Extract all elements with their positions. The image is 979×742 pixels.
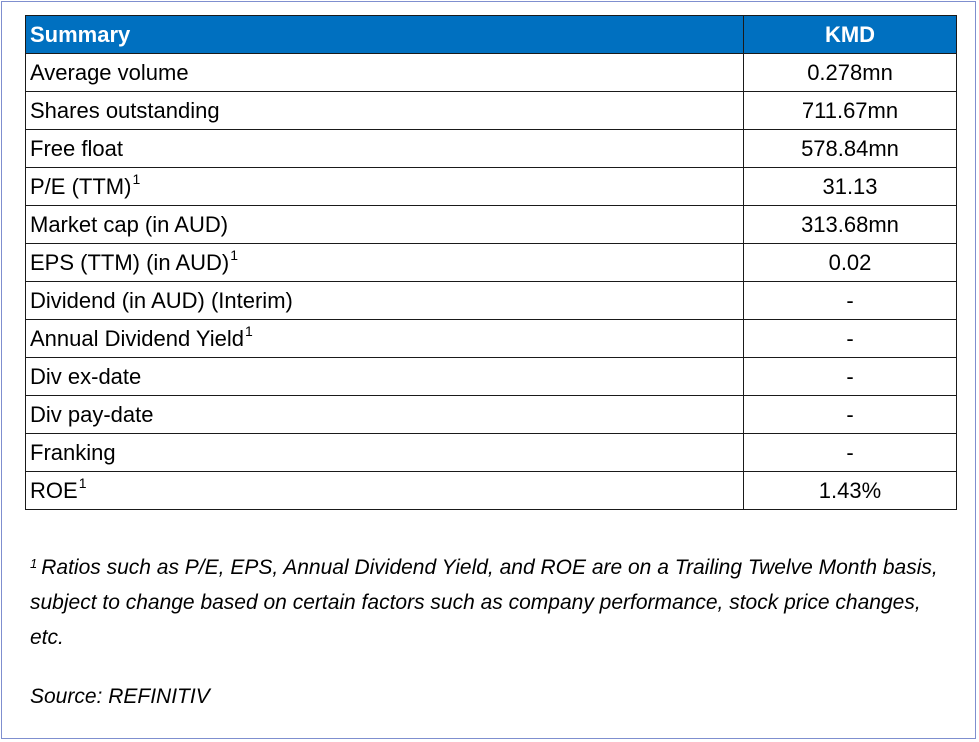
- footnote-text: Ratios such as P/E, EPS, Annual Dividend…: [30, 556, 938, 649]
- row-label-text: P/E (TTM): [30, 173, 132, 199]
- row-value: 31.13: [743, 167, 957, 206]
- row-value: 0.278mn: [743, 53, 957, 92]
- row-value: 1.43%: [743, 471, 957, 510]
- row-value: 313.68mn: [743, 205, 957, 244]
- row-label: ROE1: [25, 471, 744, 510]
- table-row: Dividend (in AUD) (Interim) -: [25, 281, 957, 320]
- row-label: Div ex-date: [25, 357, 744, 396]
- footnote-ref: 1: [78, 474, 87, 491]
- row-value: -: [743, 357, 957, 396]
- row-label-text: Market cap (in AUD): [30, 211, 229, 237]
- table-row: Div ex-date -: [25, 357, 957, 396]
- row-label-text: ROE: [30, 477, 78, 503]
- row-label-text: Franking: [30, 439, 116, 465]
- row-value: -: [743, 319, 957, 358]
- footnote-ref: 1: [132, 170, 141, 187]
- header-ticker: KMD: [743, 15, 957, 54]
- footnote-ref: 1: [230, 246, 239, 263]
- row-label-text: Annual Dividend Yield: [30, 325, 245, 351]
- row-label-text: EPS (TTM) (in AUD): [30, 249, 230, 275]
- row-label-text: Shares outstanding: [30, 97, 220, 123]
- source-note: Source: REFINITIV: [30, 685, 210, 708]
- table-row: ROE1 1.43%: [25, 471, 957, 510]
- table-row: Average volume 0.278mn: [25, 53, 957, 92]
- table-row: P/E (TTM)1 31.13: [25, 167, 957, 206]
- row-label: Market cap (in AUD): [25, 205, 744, 244]
- row-label: Franking: [25, 433, 744, 472]
- row-label: Free float: [25, 129, 744, 168]
- row-value: -: [743, 433, 957, 472]
- row-label: Div pay-date: [25, 395, 744, 434]
- row-label: Shares outstanding: [25, 91, 744, 130]
- row-value: 711.67mn: [743, 91, 957, 130]
- row-label: Dividend (in AUD) (Interim): [25, 281, 744, 320]
- footnote: 1 Ratios such as P/E, EPS, Annual Dividen…: [30, 550, 940, 655]
- row-value: -: [743, 281, 957, 320]
- header-label: Summary: [25, 15, 744, 54]
- row-label: Annual Dividend Yield1: [25, 319, 744, 358]
- table-row: Free float 578.84mn: [25, 129, 957, 168]
- summary-table: Summary KMD Average volume 0.278mn Shares …: [25, 15, 957, 510]
- footnote-ref: 1: [245, 322, 253, 339]
- row-value: -: [743, 395, 957, 434]
- row-label-text: Div pay-date: [30, 401, 154, 427]
- row-label-text: Free float: [30, 135, 123, 161]
- table-row: Div pay-date -: [25, 395, 957, 434]
- table-row: Annual Dividend Yield1-: [25, 319, 957, 358]
- row-label: P/E (TTM)1: [25, 167, 744, 206]
- row-value: 578.84mn: [743, 129, 957, 168]
- row-value: 0.02: [743, 243, 957, 282]
- row-label-text: Div ex-date: [30, 363, 142, 389]
- table-row: Market cap (in AUD) 313.68mn: [25, 205, 957, 244]
- table-row: Franking -: [25, 433, 957, 472]
- row-label-text: Dividend (in AUD) (Interim): [30, 287, 293, 313]
- footnote-marker: 1: [30, 556, 38, 571]
- table-header-row: Summary KMD: [25, 15, 957, 54]
- table-row: EPS (TTM) (in AUD)1 0.02: [25, 243, 957, 282]
- row-label: EPS (TTM) (in AUD)1: [25, 243, 744, 282]
- row-label-text: Average volume: [30, 59, 189, 85]
- table-body: Average volume 0.278mn Shares outstanding 7…: [25, 53, 957, 510]
- row-label: Average volume: [25, 53, 744, 92]
- table-row: Shares outstanding 711.67mn: [25, 91, 957, 130]
